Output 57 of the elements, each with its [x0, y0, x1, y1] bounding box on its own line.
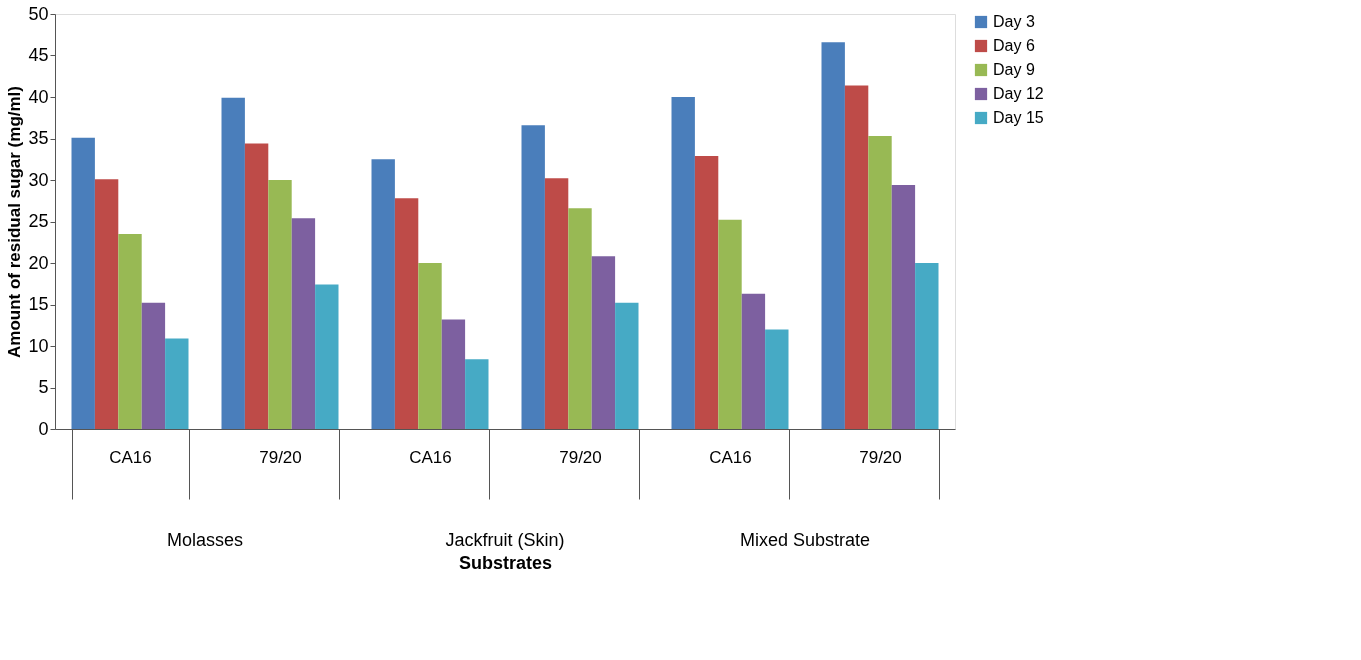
y-tick-label: 15 [28, 294, 49, 314]
bar [165, 338, 189, 429]
bar [394, 198, 419, 429]
bar [741, 293, 766, 429]
y-tick-label: 45 [28, 45, 49, 65]
x-tick-label: CA16 [409, 447, 452, 467]
bar [671, 97, 695, 429]
y-tick-label: 35 [28, 128, 49, 148]
bar [315, 284, 339, 429]
bar [221, 97, 245, 429]
legend-label: Day 15 [993, 109, 1044, 126]
bar [915, 263, 939, 429]
bar [615, 302, 639, 429]
y-axis-title: Amount of residual sugar (mg/ml) [5, 85, 25, 359]
bar [891, 184, 916, 429]
bar [568, 208, 592, 429]
y-tick-label: 5 [38, 377, 49, 397]
bar [765, 329, 789, 429]
bar [441, 319, 466, 429]
bar [591, 256, 616, 429]
bar [118, 233, 142, 429]
y-tick-label: 25 [28, 211, 49, 231]
y-tick-label: 20 [28, 252, 49, 273]
text: Jackfruit (Skin) [445, 530, 565, 550]
bar [268, 180, 292, 429]
x-tick-label: 79/20 [559, 447, 602, 467]
legend-label: Day 3 [993, 13, 1035, 30]
bar [844, 85, 869, 429]
x-tick-label: 79/20 [259, 447, 302, 467]
x-tick-label: CA16 [109, 447, 152, 467]
bar [371, 159, 395, 429]
bar [718, 219, 742, 429]
bar [465, 359, 489, 429]
bar [291, 218, 316, 429]
x-tick-label: 79/20 [859, 447, 902, 467]
bar [244, 143, 269, 429]
legend-label: Day 12 [993, 85, 1044, 102]
bar [94, 179, 119, 429]
bar [821, 42, 845, 429]
y-tick-label: 30 [28, 169, 49, 190]
bar [71, 137, 95, 429]
bar [418, 263, 442, 429]
legend-label: Day 9 [993, 61, 1035, 78]
bar [544, 178, 569, 429]
bar [868, 136, 892, 429]
text: Mixed Substrate [739, 530, 871, 550]
y-tick-label: 10 [28, 335, 49, 356]
bar [521, 125, 545, 429]
y-tick-label: 50 [28, 3, 49, 24]
x-axis-title: Substrates [458, 553, 553, 573]
legend-label: Day 6 [993, 37, 1035, 54]
x-tick-label: CA16 [709, 447, 752, 467]
y-tick-label: 40 [28, 86, 49, 107]
y-tick-label: 0 [38, 418, 49, 439]
bar [694, 155, 719, 429]
bar [141, 302, 166, 429]
text: Molasses [166, 530, 244, 550]
